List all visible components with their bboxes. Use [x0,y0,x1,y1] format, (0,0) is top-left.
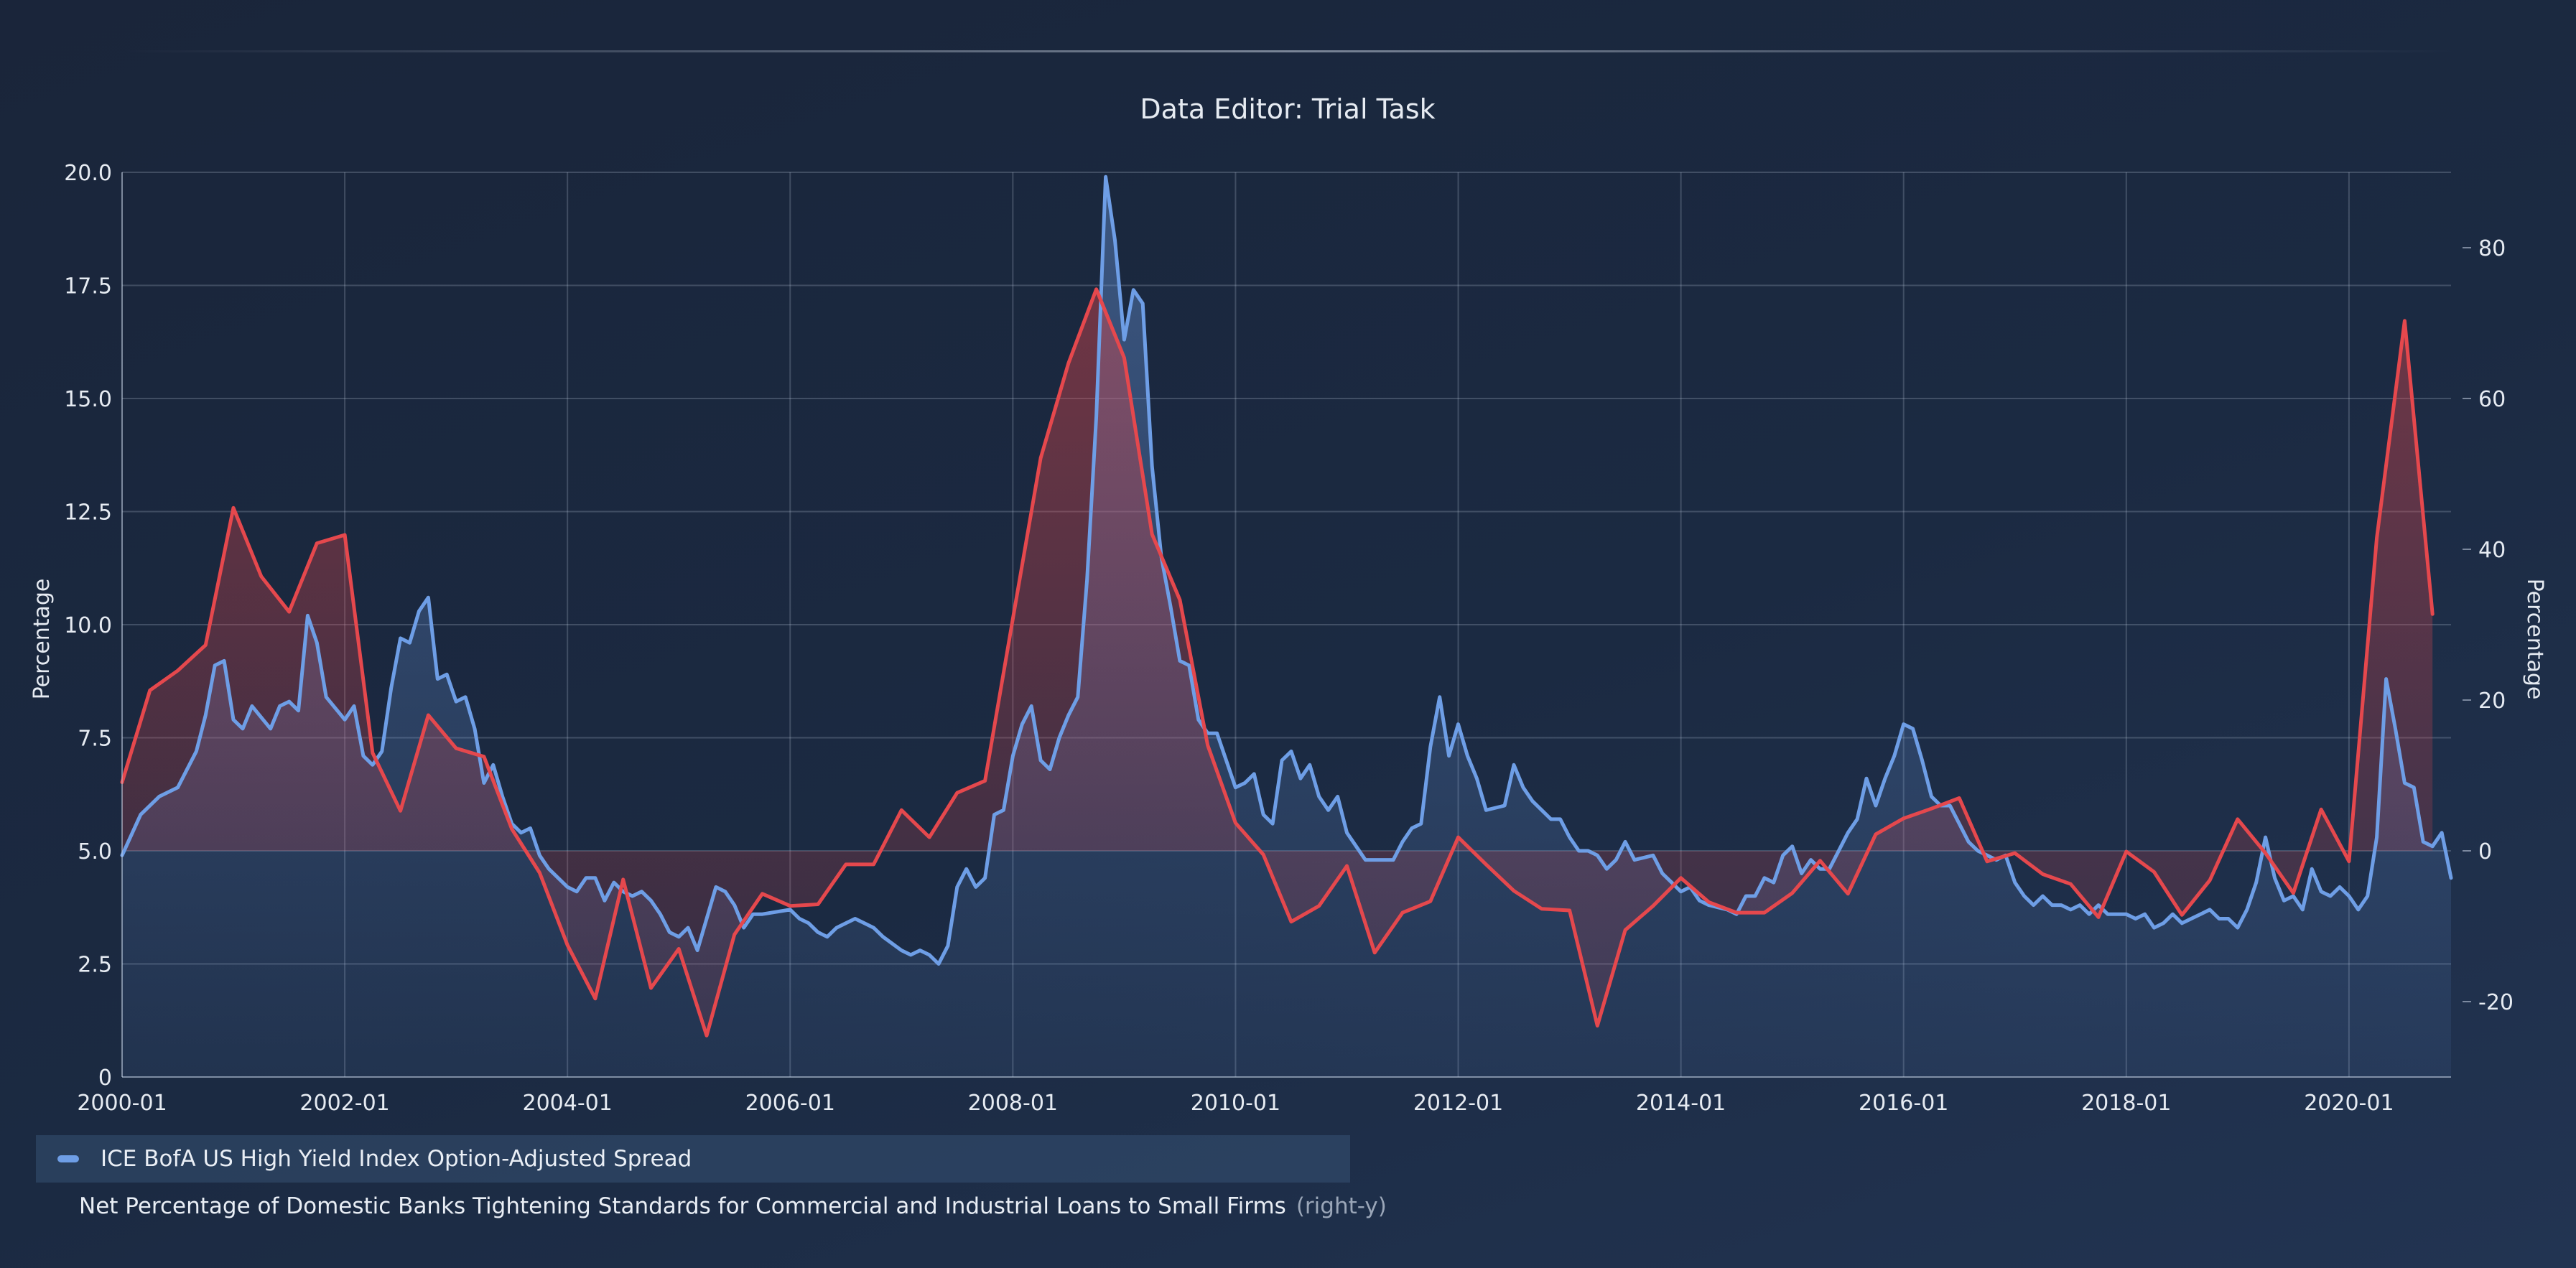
legend-item-hy-spread[interactable]: ICE BofA US High Yield Index Option-Adju… [36,1135,1350,1183]
y-tick-left: 0 [98,1066,112,1091]
y-tick-right: 40 [2478,538,2506,563]
y-tick-right: -20 [2478,990,2514,1015]
series-swatch-blue-icon [57,1155,79,1162]
x-tick: 2008-01 [968,1091,1058,1116]
top-divider [122,50,2456,52]
chart-title: Data Editor: Trial Task [1140,93,1435,125]
x-tick: 2006-01 [745,1091,835,1116]
series-hy-spread-area [122,177,2451,1077]
x-tick: 2000-01 [77,1091,167,1116]
x-tick: 2002-01 [299,1091,389,1116]
y-tick-left: 7.5 [78,727,112,752]
legend-item-bank-tightening[interactable]: Net Percentage of Domestic Banks Tighten… [36,1183,1387,1230]
x-tick: 2004-01 [522,1091,612,1116]
legend: ICE BofA US High Yield Index Option-Adju… [36,1135,1387,1230]
y-tick-left: 12.5 [64,500,112,526]
y-tick-left: 15.0 [64,387,112,412]
x-tick: 2016-01 [1859,1091,1948,1116]
x-tick: 2012-01 [1413,1091,1503,1116]
series-bank-tightening-line [120,287,2435,1038]
x-tick: 2014-01 [1636,1091,1726,1116]
legend-label: Net Percentage of Domestic Banks Tighten… [79,1193,1286,1219]
y-tick-left: 20.0 [64,161,112,186]
y-tick-right: 60 [2478,387,2506,412]
y-tick-left: 5.0 [78,839,112,864]
y-tick-right: 0 [2478,839,2492,864]
y-axis-left-label: Percentage [29,579,55,700]
y-tick-left: 17.5 [64,274,112,299]
right-axis-tag: (right-y) [1296,1193,1387,1219]
x-tick: 2010-01 [1191,1091,1280,1116]
series-lines [120,174,2453,1038]
series-hy-spread-line [120,174,2453,966]
y-tick-right: 20 [2478,689,2506,714]
y-tick-left: 10.0 [64,613,112,638]
legend-label: ICE BofA US High Yield Index Option-Adju… [101,1146,692,1172]
y-axis-right-label: Percentage [2522,579,2547,700]
series-areas [122,177,2451,1077]
x-tick: 2018-01 [2081,1091,2171,1116]
y-tick-right: 80 [2478,236,2506,261]
y-tick-left: 2.5 [78,953,112,978]
x-tick: 2020-01 [2304,1091,2394,1116]
